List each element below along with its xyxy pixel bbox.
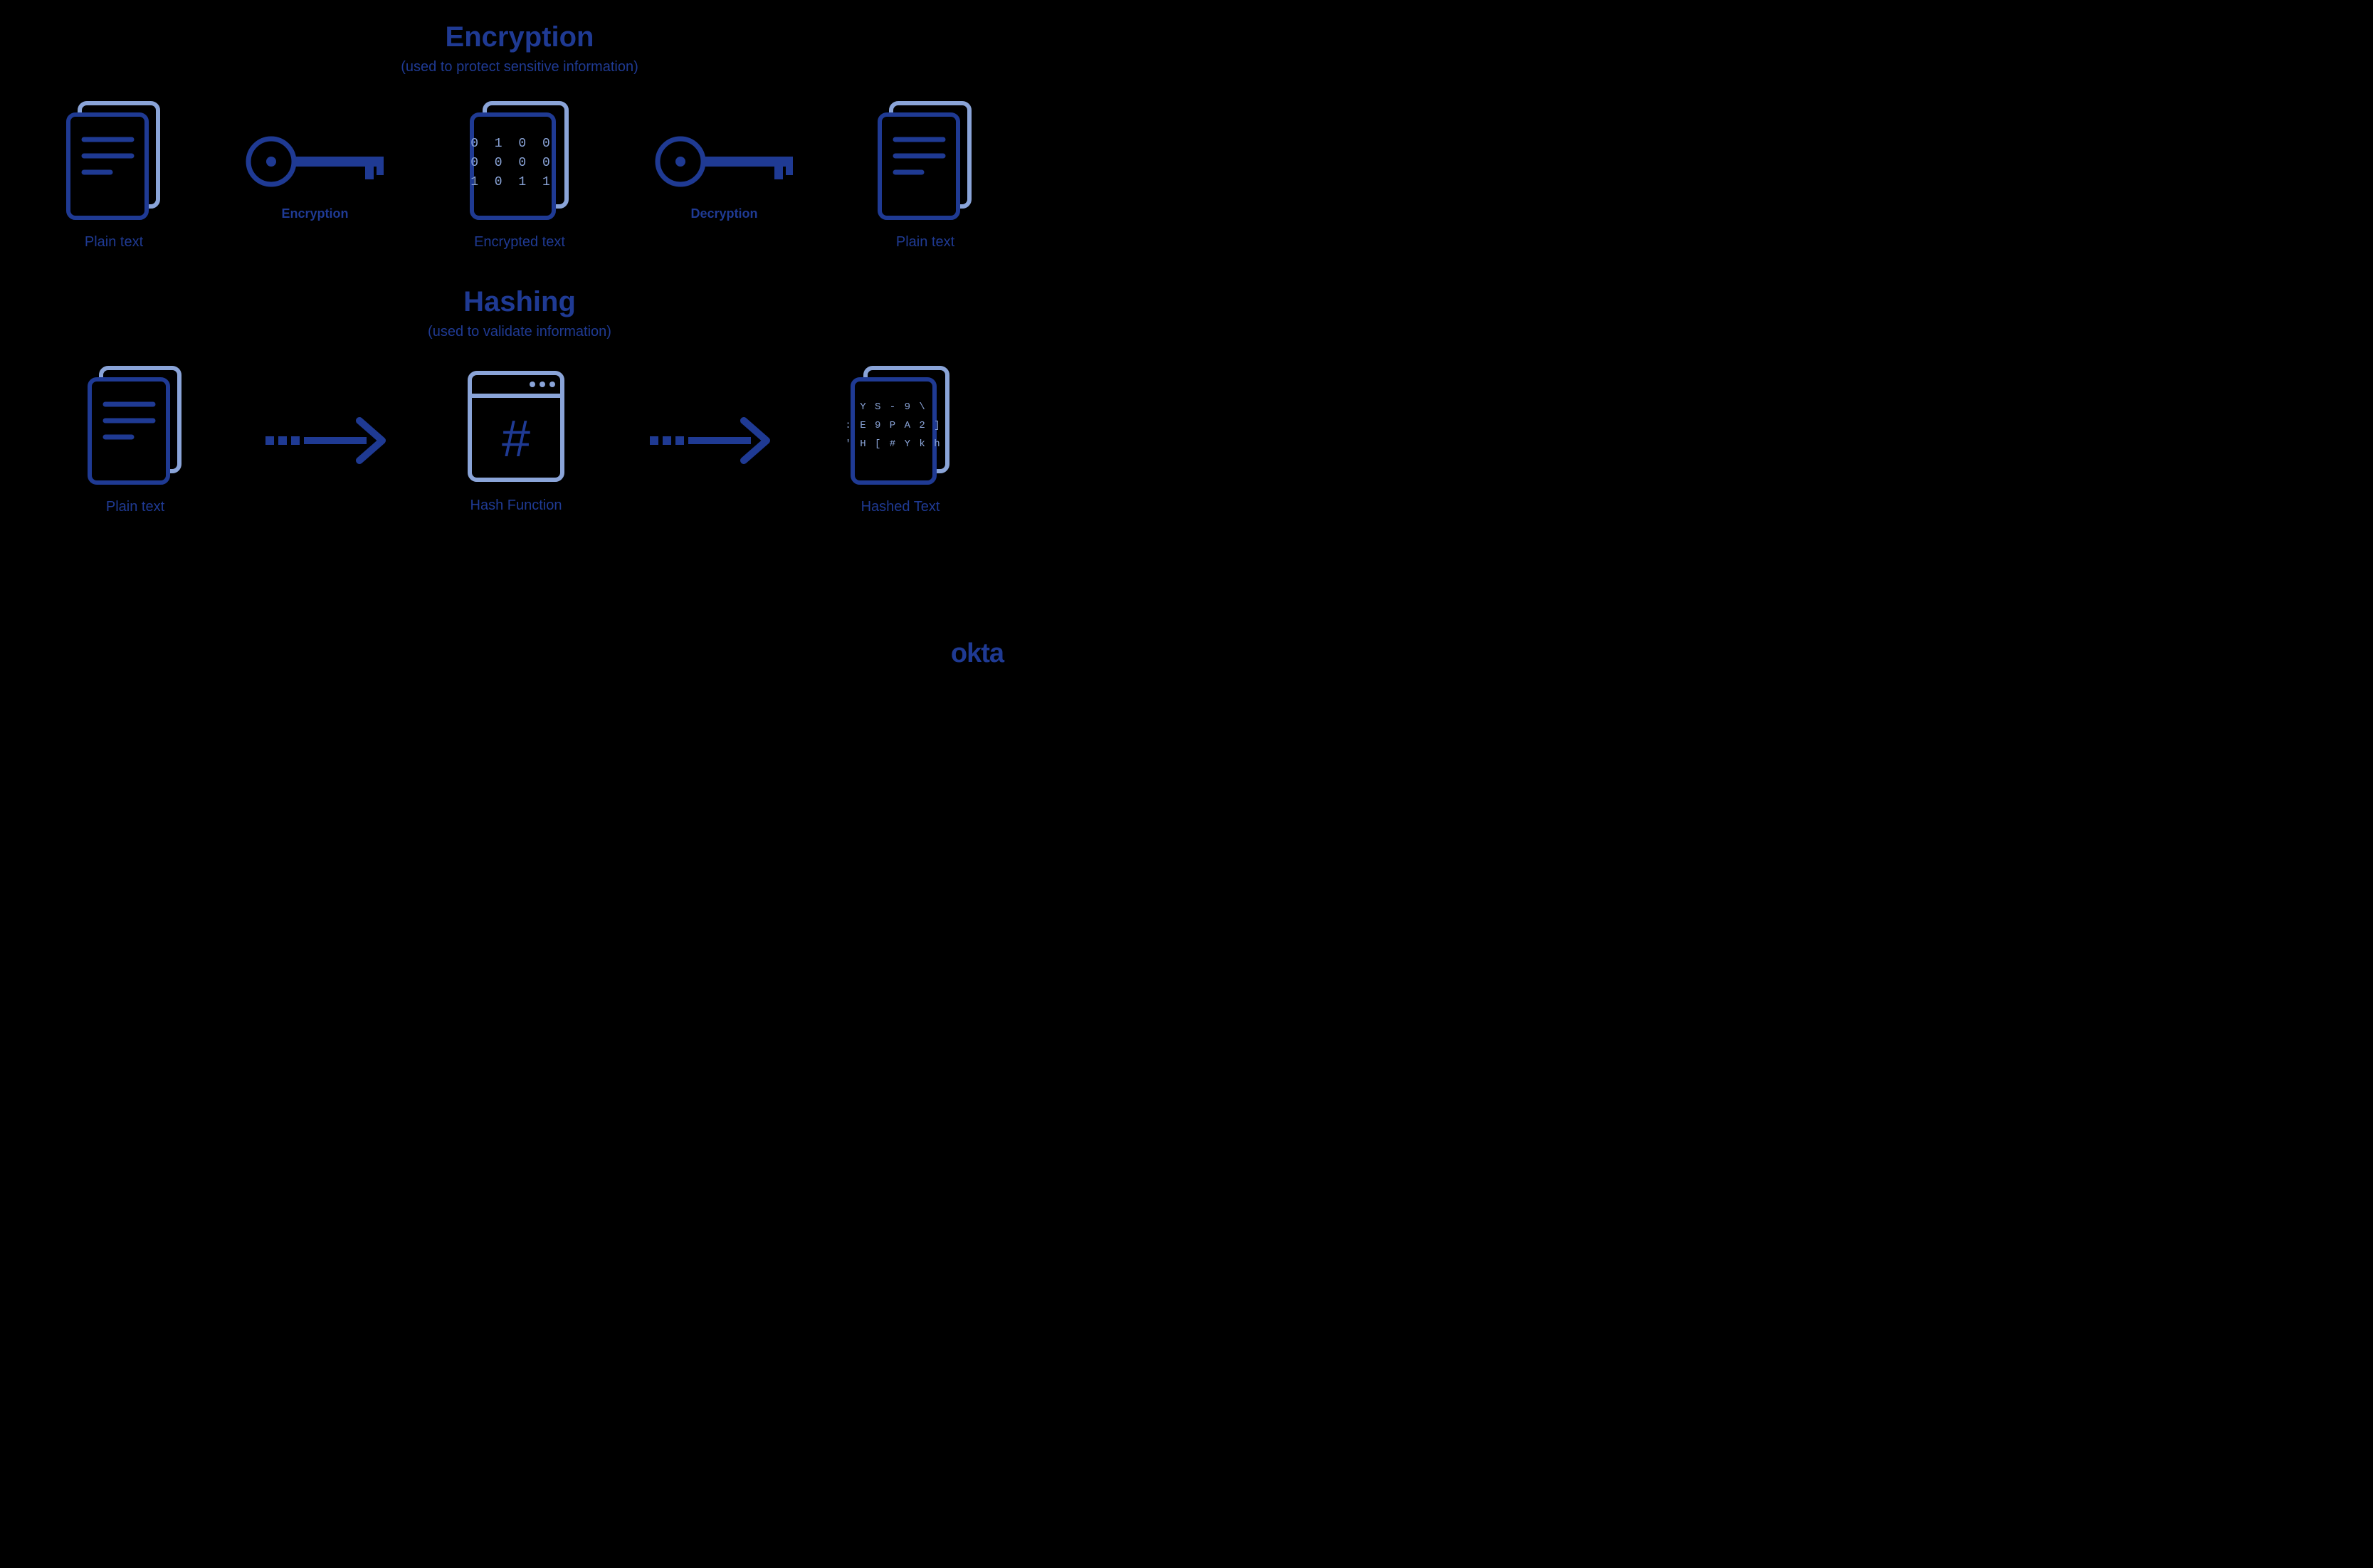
encryption-header: Encryption (used to protect sensitive in… (28, 21, 1011, 75)
arrow-2 (644, 412, 772, 469)
svg-text:Y S - 9 \: Y S - 9 \ (860, 401, 927, 413)
hashing-header: Hashing (used to validate information) (28, 286, 1011, 340)
encrypted-doc-icon: 0 1 0 0 0 0 0 0 1 0 1 1 (466, 100, 573, 221)
decryption-key: Decryption (653, 130, 796, 221)
encryption-subtitle: (used to protect sensitive information) (28, 59, 1011, 75)
encrypted-label: Encrypted text (474, 234, 565, 251)
hash-function-icon: # (463, 367, 569, 485)
key-icon (653, 130, 796, 194)
hashed-text-label: Hashed Text (861, 499, 940, 515)
svg-text:#: # (502, 411, 530, 468)
hashing-title: Hashing (28, 286, 1011, 318)
svg-text:0 1 0 0: 0 1 0 0 (470, 137, 554, 151)
document-icon (64, 100, 164, 221)
arrow-right-icon (644, 412, 772, 469)
decryption-key-label: Decryption (690, 206, 757, 221)
encryption-flow: Plain text Encryption 0 1 0 0 0 0 0 0 1 … (28, 100, 1011, 251)
plaintext-start: Plain text (64, 100, 164, 251)
key-icon (244, 130, 386, 194)
encryption-key: Encryption (244, 130, 386, 221)
svg-text:0 0 0 0: 0 0 0 0 (470, 156, 554, 170)
hash-plaintext: Plain text (85, 365, 185, 515)
plaintext-end: Plain text (875, 100, 975, 251)
hash-function: # Hash Function (463, 367, 569, 514)
okta-logo: okta (951, 638, 1004, 669)
plaintext-end-label: Plain text (896, 234, 954, 251)
arrow-1 (260, 412, 388, 469)
hashing-subtitle: (used to validate information) (28, 324, 1011, 340)
encryption-title: Encryption (28, 21, 1011, 53)
hashed-text: Y S - 9 \ : E 9 P A 2 ] ' H [ # Y k h Ha… (847, 365, 954, 515)
hash-function-label: Hash Function (470, 498, 562, 514)
svg-text:1 0 1 1: 1 0 1 1 (470, 175, 554, 189)
arrow-right-icon (260, 412, 388, 469)
svg-text:: E 9 P A 2 ]: : E 9 P A 2 ] (847, 420, 942, 431)
document-icon (875, 100, 975, 221)
hashing-flow: Plain text # Hash Function (28, 365, 1011, 515)
hashed-doc-icon: Y S - 9 \ : E 9 P A 2 ] ' H [ # Y k h (847, 365, 954, 486)
plaintext-label: Plain text (85, 234, 143, 251)
encrypted-text: 0 1 0 0 0 0 0 0 1 0 1 1 Encrypted text (466, 100, 573, 251)
document-icon (85, 365, 185, 486)
hash-plaintext-label: Plain text (106, 499, 164, 515)
svg-text:' H [ # Y k h: ' H [ # Y k h (847, 438, 942, 450)
encryption-key-label: Encryption (281, 206, 348, 221)
